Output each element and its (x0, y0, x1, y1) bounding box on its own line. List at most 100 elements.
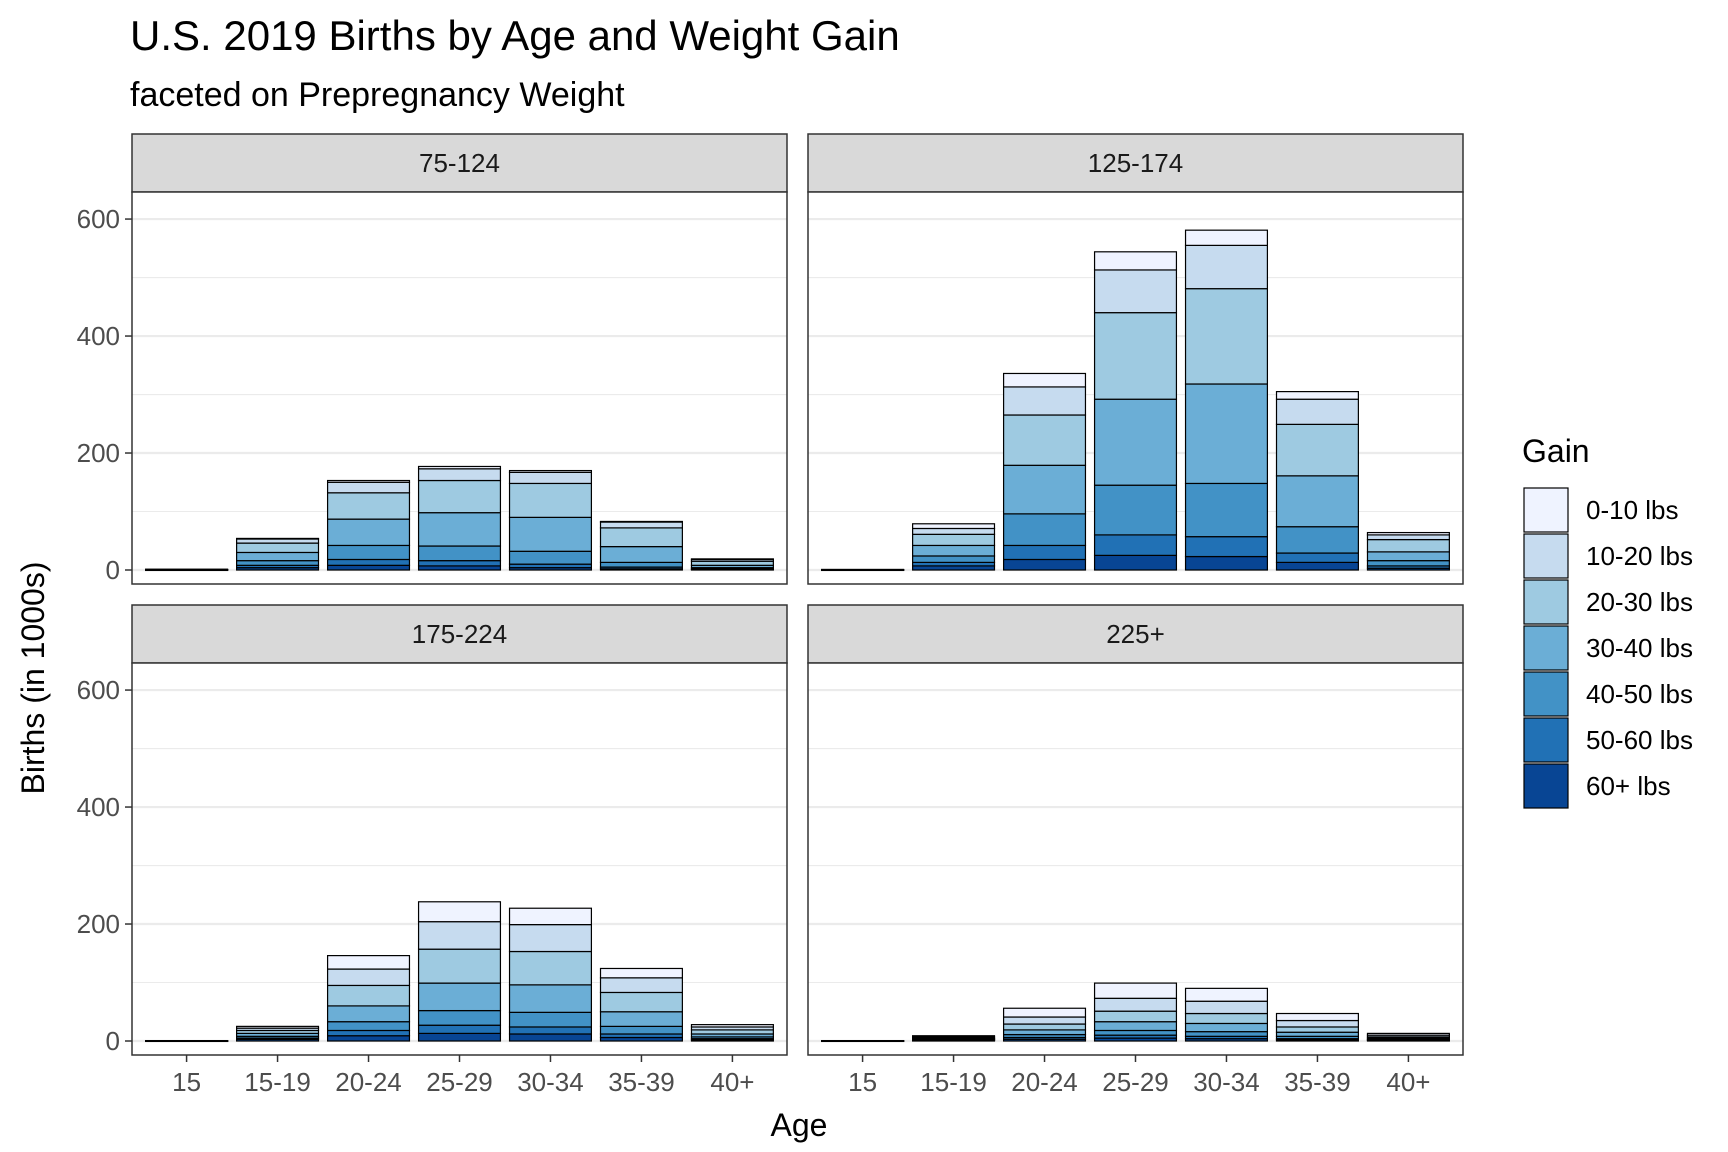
bar-segment-40-50-lbs (1093, 484, 1178, 536)
bar-segment-30-40-lbs (1275, 475, 1359, 528)
bar-segment-20-30-lbs (1002, 1023, 1087, 1031)
bar-segment-50-60-lbs (1275, 552, 1359, 563)
bar-segment-10-20-lbs (1002, 1016, 1087, 1025)
facet-strip-label: 125-174 (1088, 148, 1183, 178)
bar-segment-0-10-lbs (912, 1035, 996, 1038)
bar-segment-10-20-lbs (599, 521, 683, 529)
bar-segment-0-10-lbs (236, 537, 320, 540)
bar-segment-40-50-lbs (912, 555, 996, 563)
x-tick-label: 40+ (1386, 1067, 1430, 1097)
bar-segment-60-lbs (1002, 558, 1087, 571)
bar-segment-20-30-lbs (1093, 1010, 1178, 1023)
bar-segment-0-10-lbs (1366, 531, 1450, 536)
bar-segment-30-40-lbs (1093, 1021, 1178, 1032)
bar-segment-50-60-lbs (1002, 544, 1087, 561)
bar-segment-0-10-lbs (508, 469, 593, 473)
bar-segment-0-10-lbs (417, 901, 502, 923)
legend-key (1523, 717, 1569, 763)
bar-segment-40-50-lbs (326, 544, 411, 561)
bar-segment-10-20-lbs (1275, 1019, 1359, 1028)
bar-segment-30-40-lbs (236, 551, 320, 562)
panel-border (807, 191, 1464, 585)
y-tick-label: 0 (106, 555, 120, 585)
bar-segment-20-30-lbs (1275, 1026, 1359, 1033)
bar-segment-40-50-lbs (417, 1009, 502, 1026)
legend-label: 20-30 lbs (1586, 587, 1693, 617)
bar-segment-10-20-lbs (1093, 269, 1178, 314)
bar-segment-60-lbs (417, 565, 502, 571)
x-tick-label: 35-39 (608, 1067, 675, 1097)
bar-segment-20-30-lbs (1184, 1012, 1269, 1025)
bar-segment-30-40-lbs (912, 544, 996, 557)
bar-segment-0-10-lbs (1093, 982, 1178, 999)
bar-segment-0-10-lbs (145, 1039, 229, 1042)
bar-segment-20-30-lbs (1002, 414, 1087, 466)
bar-segment-40-50-lbs (326, 1021, 411, 1032)
legend-key (1523, 625, 1569, 671)
bar-segment-0-10-lbs (145, 568, 229, 571)
bar-segment-30-40-lbs (326, 518, 411, 547)
legend-key (1523, 533, 1569, 579)
bar-segment-40-50-lbs (417, 545, 502, 562)
bar-segment-10-20-lbs (1366, 534, 1450, 541)
bar-segment-0-10-lbs (912, 523, 996, 530)
chart-subtitle: faceted on Prepregnancy Weight (130, 76, 625, 114)
bar-segment-60-lbs (326, 564, 411, 571)
bar-segment-10-20-lbs (1184, 1000, 1269, 1015)
facet-strip (807, 604, 1464, 664)
bar-segment-30-40-lbs (326, 1005, 411, 1023)
x-tick-label: 25-29 (426, 1067, 493, 1097)
bar-segment-20-30-lbs (417, 479, 502, 514)
bar-segment-50-60-lbs (508, 1026, 593, 1035)
y-tick-label: 600 (77, 204, 120, 234)
y-tick-label: 0 (106, 1026, 120, 1056)
y-tick-label: 200 (77, 438, 120, 468)
x-tick-label: 20-24 (1011, 1067, 1078, 1097)
bar-segment-20-30-lbs (1184, 288, 1269, 385)
bar-segment-10-20-lbs (417, 921, 502, 950)
bar-segment-10-20-lbs (417, 468, 502, 482)
bar-segment-20-30-lbs (1093, 312, 1178, 400)
bar-segment-0-10-lbs (821, 1039, 905, 1042)
facet-panel-0: 75-124 0 200 400 600 (77, 133, 788, 585)
legend-key (1523, 763, 1569, 809)
bar-segment-30-40-lbs (417, 512, 502, 547)
facet-strip-label: 175-224 (412, 619, 507, 649)
bar-segment-30-40-lbs (417, 982, 502, 1012)
bar-segment-60-lbs (326, 1035, 411, 1042)
bar-segment-10-20-lbs (236, 538, 320, 544)
facet-panels: 75-124 0 200 400 600 125-174 175-224 0 200 400 600… (77, 133, 1464, 1097)
facet-strip-label: 225+ (1106, 619, 1165, 649)
x-tick-label: 15 (172, 1067, 201, 1097)
bar-segment-30-40-lbs (1002, 464, 1087, 515)
bar-segment-20-30-lbs (508, 482, 593, 518)
bar-segment-60-lbs (1184, 555, 1269, 571)
bar-segment-40-50-lbs (599, 1025, 683, 1035)
bar-segment-40-50-lbs (599, 561, 683, 568)
facet-panel-1: 125-174 (807, 133, 1464, 585)
bar-segment-0-10-lbs (1093, 251, 1178, 271)
legend-label: 60+ lbs (1586, 771, 1671, 801)
bar-segment-30-40-lbs (599, 546, 683, 563)
bar-segment-0-10-lbs (1002, 372, 1087, 388)
bar-segment-20-30-lbs (599, 991, 683, 1013)
bar-segment-0-10-lbs (821, 568, 905, 571)
bar-segment-10-20-lbs (508, 471, 593, 485)
bar-segment-10-20-lbs (1275, 398, 1359, 425)
x-tick-label: 15-19 (244, 1067, 311, 1097)
chart-title: U.S. 2019 Births by Age and Weight Gain (130, 12, 900, 59)
bar-segment-60-lbs (508, 1033, 593, 1042)
bar-segment-30-40-lbs (1184, 383, 1269, 485)
x-tick-label: 30-34 (1193, 1067, 1260, 1097)
bar-segment-40-50-lbs (508, 1011, 593, 1028)
bar-segment-20-30-lbs (1366, 538, 1450, 553)
x-tick-label: 30-34 (517, 1067, 584, 1097)
x-tick-label: 40+ (710, 1067, 754, 1097)
bar-segment-0-10-lbs (326, 955, 411, 970)
bar-segment-40-50-lbs (1184, 1031, 1269, 1037)
facet-strip (807, 133, 1464, 193)
legend-key (1523, 671, 1569, 717)
bar-segment-20-30-lbs (690, 560, 774, 566)
bar-segment-30-40-lbs (1002, 1029, 1087, 1036)
bar-segment-0-10-lbs (690, 1024, 774, 1028)
